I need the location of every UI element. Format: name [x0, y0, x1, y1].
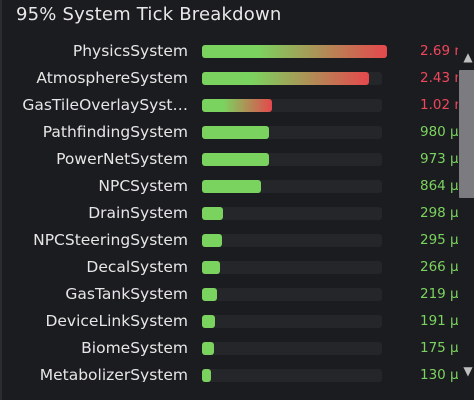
tick-time-value: 175 μ [420, 340, 458, 356]
bar-fill [202, 180, 261, 193]
bar-fill [202, 126, 269, 139]
list-item[interactable]: NPCSteeringSystem 295 μ [2, 227, 458, 254]
bar-track [202, 72, 382, 85]
bar-track [202, 315, 382, 328]
bar-fill [202, 288, 217, 301]
system-name: GasTankSystem [65, 285, 188, 303]
tick-time-value: 266 μ [420, 259, 458, 275]
bar-track [202, 207, 382, 220]
bar-track [202, 180, 382, 193]
tick-time-value: 864 μ [420, 178, 458, 194]
bar-fill [202, 342, 214, 355]
list-item[interactable]: AtmosphereSystem 2.43 m [2, 65, 458, 92]
bar-fill [202, 261, 220, 274]
list-item[interactable]: DrainSystem 298 μ [2, 200, 458, 227]
system-name: DrainSystem [88, 204, 188, 222]
bar-track [202, 153, 382, 166]
system-name: PhysicsSystem [72, 42, 188, 60]
bar-fill [202, 72, 369, 85]
tick-time-value: 219 μ [420, 286, 458, 302]
bar-fill [202, 45, 387, 58]
bar-track [202, 234, 382, 247]
bar-fill [202, 153, 269, 166]
scroll-down-icon[interactable]: ▼ [463, 364, 473, 378]
bar-fill [202, 369, 211, 382]
system-name: NPCSteeringSystem [33, 231, 188, 249]
bar-fill [202, 207, 223, 220]
tick-time-value: 2.43 m [420, 70, 458, 86]
system-list[interactable]: PhysicsSystem 2.69 m AtmosphereSystem 2.43 … [2, 38, 458, 382]
tick-time-value: 2.69 m [420, 43, 458, 59]
bar-fill [202, 99, 272, 112]
system-name: GasTileOverlaySyst… [22, 96, 188, 114]
bar-track [202, 369, 382, 382]
tick-time-value: 191 μ [420, 313, 458, 329]
scrollbar-thumb[interactable] [459, 70, 474, 198]
bar-track [202, 45, 387, 58]
tick-time-value: 973 μ [420, 151, 458, 167]
list-item[interactable]: NPCSystem 864 μ [2, 173, 458, 200]
bar-fill [202, 315, 215, 328]
bar-track [202, 342, 382, 355]
tick-time-value: 298 μ [420, 205, 458, 221]
system-name: NPCSystem [98, 177, 188, 195]
bar-track [202, 261, 382, 274]
list-item[interactable]: PhysicsSystem 2.69 m [2, 38, 458, 65]
list-item[interactable]: DeviceLinkSystem 191 μ [2, 308, 458, 335]
panel-title: 95% System Tick Breakdown [16, 4, 282, 25]
system-name: MetabolizerSystem [39, 366, 188, 382]
bar-fill [202, 234, 222, 247]
tick-time-value: 1.02 m [420, 97, 458, 113]
list-item[interactable]: MetabolizerSystem 130 μ [2, 362, 458, 382]
system-name: DeviceLinkSystem [45, 312, 188, 330]
bar-track [202, 288, 382, 301]
system-name: PowerNetSystem [56, 150, 188, 168]
bar-track [202, 99, 382, 112]
scroll-up-icon[interactable]: ▲ [463, 50, 473, 64]
list-item[interactable]: PowerNetSystem 973 μ [2, 146, 458, 173]
tick-time-value: 130 μ [420, 367, 458, 382]
system-name: AtmosphereSystem [36, 69, 188, 87]
system-name: DecalSystem [86, 258, 188, 276]
list-item[interactable]: DecalSystem 266 μ [2, 254, 458, 281]
bar-track [202, 126, 382, 139]
list-item[interactable]: PathfindingSystem 980 μ [2, 119, 458, 146]
system-name: PathfindingSystem [42, 123, 188, 141]
tick-time-value: 295 μ [420, 232, 458, 248]
tick-time-value: 980 μ [420, 124, 458, 140]
list-item[interactable]: BiomeSystem 175 μ [2, 335, 458, 362]
list-item[interactable]: GasTankSystem 219 μ [2, 281, 458, 308]
system-name: BiomeSystem [81, 339, 188, 357]
list-item[interactable]: GasTileOverlaySyst… 1.02 m [2, 92, 458, 119]
